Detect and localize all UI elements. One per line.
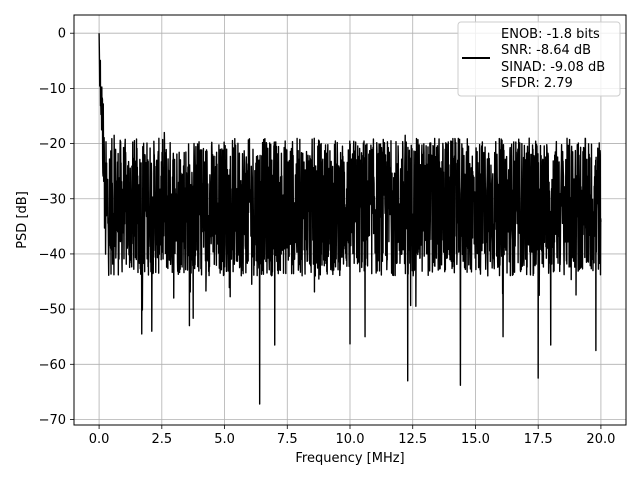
y-tick-label: −60	[39, 358, 66, 373]
y-axis-label: PSD [dB]	[15, 191, 30, 249]
y-tick-label: −40	[39, 247, 66, 262]
y-tick-label: −30	[39, 192, 66, 207]
y-tick-label: −50	[39, 303, 66, 318]
y-tick-label: 0	[58, 27, 66, 42]
y-tick-label: −70	[39, 413, 66, 428]
x-axis-label: Frequency [MHz]	[295, 451, 404, 466]
legend-line-sinad: SINAD: -9.08 dB	[501, 60, 605, 75]
psd-series	[98, 33, 602, 405]
legend-line-sfdr: SFDR: 2.79	[501, 76, 573, 91]
x-tick-label: 5.0	[214, 432, 235, 447]
y-tick-label: −10	[39, 82, 66, 97]
x-axis-ticks: 0.0 2.5 5.0 7.5 10.0 12.5 15.0 17.5 20.0	[89, 425, 615, 447]
x-tick-label: 12.5	[398, 432, 427, 447]
x-tick-label: 0.0	[89, 432, 110, 447]
x-tick-label: 10.0	[336, 432, 365, 447]
legend-line-enob: ENOB: -1.8 bits	[501, 27, 600, 42]
psd-line	[98, 33, 602, 405]
legend-line-snr: SNR: -8.64 dB	[501, 43, 591, 58]
x-tick-label: 20.0	[586, 432, 615, 447]
y-axis-ticks: 0 −10 −20 −30 −40 −50 −60 −70	[39, 27, 74, 428]
legend-box	[457, 21, 621, 97]
legend: ENOB: -1.8 bits SNR: -8.64 dB SINAD: -9.…	[457, 21, 621, 97]
y-tick-label: −20	[39, 137, 66, 152]
x-tick-label: 15.0	[461, 432, 490, 447]
x-tick-label: 7.5	[277, 432, 298, 447]
x-tick-label: 2.5	[151, 432, 172, 447]
x-tick-label: 17.5	[524, 432, 553, 447]
